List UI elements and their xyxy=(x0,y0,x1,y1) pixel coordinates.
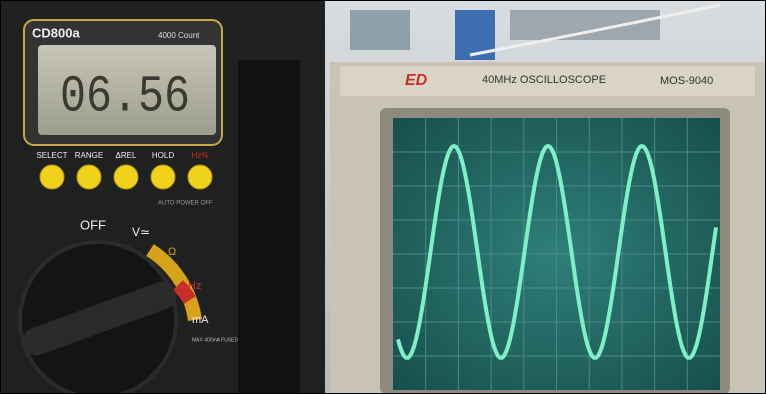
dial-off: OFF xyxy=(80,217,106,232)
logo: ED xyxy=(405,72,428,89)
oscilloscope-model: MOS-9040 xyxy=(660,75,713,87)
dial-volt: V≃ xyxy=(132,225,150,239)
oscilloscope-title: 40MHz OSCILLOSCOPE xyxy=(482,74,606,86)
button xyxy=(114,165,138,189)
button-label: Hz% xyxy=(192,151,209,160)
window xyxy=(510,10,660,40)
button xyxy=(40,165,64,189)
button xyxy=(188,165,212,189)
count: 4000 Count xyxy=(158,31,200,40)
photo: CD800a 4000 Count 06.56 SELECT RANGE ΔREL H… xyxy=(0,0,766,394)
button xyxy=(151,165,175,189)
dial-ma: mA xyxy=(192,314,209,326)
model: CD800a xyxy=(32,25,80,40)
button xyxy=(77,165,101,189)
dial-hz: Hz xyxy=(188,280,201,292)
button-label: HOLD xyxy=(152,151,174,160)
button-label: RANGE xyxy=(75,151,103,160)
auto-power-off: AUTO POWER OFF xyxy=(158,201,213,207)
window xyxy=(350,10,410,50)
multimeter-holster xyxy=(238,60,300,394)
button-label: SELECT xyxy=(36,151,67,160)
button-label: ΔREL xyxy=(116,151,137,160)
lcd-reading: 06.56 xyxy=(60,68,190,127)
dial-ohm: Ω xyxy=(168,246,176,258)
dial-fuse: MAX 400mA FUSED xyxy=(192,337,239,343)
